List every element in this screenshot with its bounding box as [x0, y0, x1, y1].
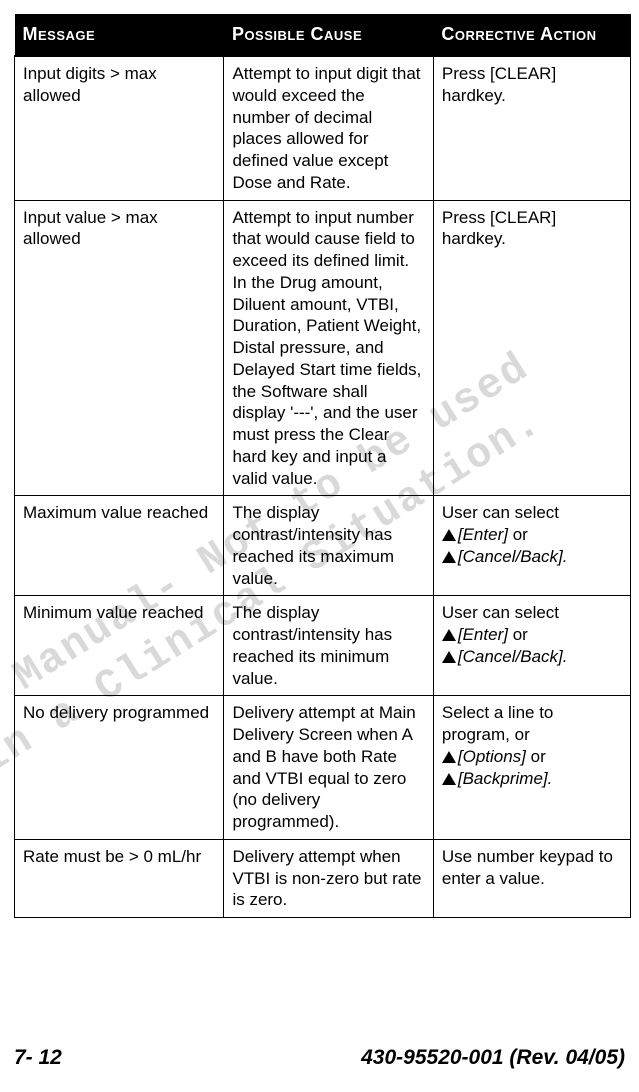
cell-message: Input digits > max allowed [15, 56, 224, 200]
softkey-label: [Enter] [458, 625, 508, 644]
cell-action: Press [CLEAR] hardkey. [433, 56, 630, 200]
softkey-label: [Cancel/Back]. [458, 547, 568, 566]
col-header-action: Corrective Action [433, 14, 630, 56]
cell-message: Rate must be > 0 mL/hr [15, 839, 224, 917]
softkey-label: [Cancel/Back]. [458, 647, 568, 666]
troubleshooting-table: Message Possible Cause Corrective Action… [14, 14, 631, 918]
softkey-label: [Backprime]. [458, 769, 552, 788]
softkey-triangle-icon [442, 751, 456, 763]
cell-cause: Attempt to input digit that would exceed… [224, 56, 433, 200]
table-header: Message Possible Cause Corrective Action [15, 14, 631, 56]
page-content: Message Possible Cause Corrective Action… [0, 0, 639, 918]
cell-message: Minimum value reached [15, 596, 224, 696]
softkey-triangle-icon [442, 651, 456, 663]
cell-action: Use number keypad to enter a value. [433, 839, 630, 917]
cell-cause: The display contrast/intensity has reach… [224, 596, 433, 696]
footer: 7- 12 430-95520-001 (Rev. 04/05) [0, 1046, 639, 1070]
col-header-cause: Possible Cause [224, 14, 433, 56]
cell-action: User can select[Enter] or[Cancel/Back]. [433, 596, 630, 696]
page-number: 7- 12 [14, 1046, 62, 1070]
table-row: No delivery programmedDelivery attempt a… [15, 696, 631, 840]
cell-action: Select a line to program, or[Options] or… [433, 696, 630, 840]
cell-cause: Delivery attempt at Main Delivery Screen… [224, 696, 433, 840]
softkey-triangle-icon [442, 773, 456, 785]
cell-message: Input value > max allowed [15, 200, 224, 496]
cell-cause: Delivery attempt when VTBI is non-zero b… [224, 839, 433, 917]
cell-message: Maximum value reached [15, 496, 224, 596]
softkey-triangle-icon [442, 629, 456, 641]
cell-action: User can select[Enter] or[Cancel/Back]. [433, 496, 630, 596]
cell-action: Press [CLEAR] hardkey. [433, 200, 630, 496]
table-row: Rate must be > 0 mL/hrDelivery attempt w… [15, 839, 631, 917]
table-row: Input value > max allowedAttempt to inpu… [15, 200, 631, 496]
col-header-message: Message [15, 14, 224, 56]
table-row: Input digits > max allowedAttempt to inp… [15, 56, 631, 200]
table-body: Input digits > max allowedAttempt to inp… [15, 56, 631, 918]
softkey-label: [Enter] [458, 525, 508, 544]
cell-cause: Attempt to input number that would cause… [224, 200, 433, 496]
softkey-label: [Options] [458, 747, 526, 766]
table-row: Maximum value reachedThe display contras… [15, 496, 631, 596]
doc-revision: 430-95520-001 (Rev. 04/05) [361, 1046, 625, 1070]
cell-cause: The display contrast/intensity has reach… [224, 496, 433, 596]
table-row: Minimum value reachedThe display contras… [15, 596, 631, 696]
softkey-triangle-icon [442, 551, 456, 563]
softkey-triangle-icon [442, 529, 456, 541]
cell-message: No delivery programmed [15, 696, 224, 840]
